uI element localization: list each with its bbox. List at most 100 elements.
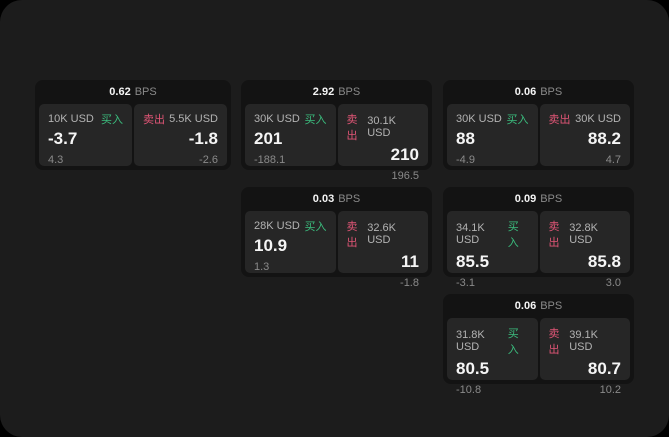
sell-price: 11 xyxy=(401,252,419,271)
spread-unit: BPS xyxy=(540,300,563,312)
spread-header: 2.92 BPS xyxy=(241,80,432,104)
spread-unit: BPS xyxy=(134,86,157,98)
sell-tile-header: 卖出 32.6K USD xyxy=(347,218,420,250)
quote-card: 0.09 BPS 34.1K USD 买入 85.5 -3.1 卖出 32.8K… xyxy=(443,187,634,289)
quote-card: 0.06 BPS 31.8K USD 买入 80.5 -10.8 卖出 39.1… xyxy=(443,294,634,396)
buy-delta: 1.3 xyxy=(254,260,270,273)
spread-unit: BPS xyxy=(338,86,361,98)
buy-tile-header: 30K USD 买入 xyxy=(456,111,529,127)
spread-header: 0.06 BPS xyxy=(443,294,634,318)
buy-quote-tile[interactable]: 10K USD 买入 -3.7 4.3 xyxy=(39,104,132,166)
buy-quote-tile[interactable]: 28K USD 买入 10.9 1.3 xyxy=(245,211,336,273)
spread-header: 0.62 BPS xyxy=(35,80,231,104)
sell-tile-header: 卖出 30K USD xyxy=(549,111,622,127)
spread-unit: BPS xyxy=(540,86,563,98)
sell-amount: 39.1K USD xyxy=(569,329,598,353)
sell-price: -1.8 xyxy=(188,129,218,148)
buy-side-label: 买入 xyxy=(304,114,327,126)
buy-quote-tile[interactable]: 30K USD 买入 88 -4.9 xyxy=(447,104,538,166)
sell-quote-tile[interactable]: 卖出 39.1K USD 80.7 10.2 xyxy=(539,318,630,396)
buy-side-label: 买入 xyxy=(507,221,519,249)
spread-value: 0.06 xyxy=(514,86,537,98)
sell-delta: 4.7 xyxy=(605,153,621,166)
sell-amount: 30K USD xyxy=(575,113,621,125)
buy-quote-tile[interactable]: 30K USD 买入 201 -188.1 xyxy=(245,104,336,166)
quote-tiles: 31.8K USD 买入 80.5 -10.8 卖出 39.1K USD 80.… xyxy=(447,318,630,396)
quote-tiles: 34.1K USD 买入 85.5 -3.1 卖出 32.8K USD 85.8… xyxy=(447,211,630,289)
spread-value: 2.92 xyxy=(312,86,335,98)
quote-card: 0.06 BPS 30K USD 买入 88 -4.9 卖出 30K USD 8… xyxy=(443,80,634,170)
buy-side-label: 买入 xyxy=(506,114,529,126)
buy-tile-header: 31.8K USD 买入 xyxy=(456,325,529,357)
sell-price: 210 xyxy=(390,145,419,164)
sell-quote-tile[interactable]: 卖出 32.8K USD 85.8 3.0 xyxy=(539,211,630,289)
sell-amount: 32.6K USD xyxy=(367,222,396,246)
sell-quote-tile[interactable]: 卖出 30.1K USD 210 196.5 xyxy=(337,104,428,182)
sell-side-label: 卖出 xyxy=(143,114,165,126)
buy-amount: 34.1K USD xyxy=(456,222,485,246)
buy-delta: 4.3 xyxy=(48,153,64,166)
sell-delta: 196.5 xyxy=(391,169,419,182)
spread-value: 0.03 xyxy=(312,193,335,205)
quote-card: 2.92 BPS 30K USD 买入 201 -188.1 卖出 30.1K … xyxy=(241,80,432,182)
spread-unit: BPS xyxy=(540,193,563,205)
spread-header: 0.03 BPS xyxy=(241,187,432,211)
sell-side-label: 卖出 xyxy=(346,114,358,142)
buy-amount: 10K USD xyxy=(48,113,94,125)
buy-tile-header: 28K USD 买入 xyxy=(254,218,327,234)
sell-quote-tile[interactable]: 卖出 32.6K USD 11 -1.8 xyxy=(337,211,428,289)
buy-price: -3.7 xyxy=(48,129,78,148)
sell-amount: 30.1K USD xyxy=(367,115,396,139)
buy-tile-header: 30K USD 买入 xyxy=(254,111,327,127)
sell-quote-tile[interactable]: 卖出 30K USD 88.2 4.7 xyxy=(539,104,630,166)
buy-quote-tile[interactable]: 31.8K USD 买入 80.5 -10.8 xyxy=(447,318,538,396)
buy-price: 10.9 xyxy=(254,236,288,255)
spread-header: 0.09 BPS xyxy=(443,187,634,211)
buy-amount: 31.8K USD xyxy=(456,329,485,353)
sell-tile-header: 卖出 39.1K USD xyxy=(549,325,622,357)
spread-value: 0.62 xyxy=(109,86,131,98)
sell-side-label: 卖出 xyxy=(548,221,560,249)
sell-delta: 3.0 xyxy=(605,276,621,289)
sell-side-label: 卖出 xyxy=(548,328,560,356)
buy-amount: 30K USD xyxy=(254,113,300,125)
spread-unit: BPS xyxy=(338,193,361,205)
buy-price: 85.5 xyxy=(456,252,490,271)
quote-tiles: 10K USD 买入 -3.7 4.3 卖出 5.5K USD -1.8 -2.… xyxy=(39,104,227,166)
sell-price: 80.7 xyxy=(587,359,621,378)
sell-tile-header: 卖出 30.1K USD xyxy=(347,111,420,143)
quote-card: 0.62 BPS 10K USD 买入 -3.7 4.3 卖出 5.5K USD… xyxy=(35,80,231,170)
sell-delta: -2.6 xyxy=(199,153,218,166)
sell-amount: 5.5K USD xyxy=(169,113,218,125)
buy-delta: -188.1 xyxy=(254,153,286,166)
sell-side-label: 卖出 xyxy=(548,114,571,126)
buy-amount: 30K USD xyxy=(456,113,502,125)
buy-side-label: 买入 xyxy=(101,114,123,126)
spread-header: 0.06 BPS xyxy=(443,80,634,104)
buy-price: 201 xyxy=(254,129,283,148)
sell-delta: -1.8 xyxy=(400,276,419,289)
buy-quote-tile[interactable]: 34.1K USD 买入 85.5 -3.1 xyxy=(447,211,538,289)
buy-tile-header: 10K USD 买入 xyxy=(48,111,123,127)
quote-tiles: 30K USD 买入 201 -188.1 卖出 30.1K USD 210 1… xyxy=(245,104,428,182)
sell-price: 85.8 xyxy=(587,252,621,271)
sell-tile-header: 卖出 5.5K USD xyxy=(143,111,218,127)
buy-side-label: 买入 xyxy=(507,328,519,356)
quote-tiles: 28K USD 买入 10.9 1.3 卖出 32.6K USD 11 -1.8 xyxy=(245,211,428,289)
sell-tile-header: 卖出 32.8K USD xyxy=(549,218,622,250)
buy-delta: -3.1 xyxy=(456,276,475,289)
buy-price: 88 xyxy=(456,129,475,148)
sell-price: 88.2 xyxy=(587,129,621,148)
sell-amount: 32.8K USD xyxy=(569,222,598,246)
buy-delta: -4.9 xyxy=(456,153,475,166)
buy-amount: 28K USD xyxy=(254,220,300,232)
sell-side-label: 卖出 xyxy=(346,221,358,249)
spread-value: 0.06 xyxy=(514,300,537,312)
buy-price: 80.5 xyxy=(456,359,490,378)
sell-quote-tile[interactable]: 卖出 5.5K USD -1.8 -2.6 xyxy=(134,104,227,166)
spread-value: 0.09 xyxy=(514,193,537,205)
buy-side-label: 买入 xyxy=(304,221,327,233)
quote-tiles: 30K USD 买入 88 -4.9 卖出 30K USD 88.2 4.7 xyxy=(447,104,630,166)
sell-delta: 10.2 xyxy=(599,383,621,396)
